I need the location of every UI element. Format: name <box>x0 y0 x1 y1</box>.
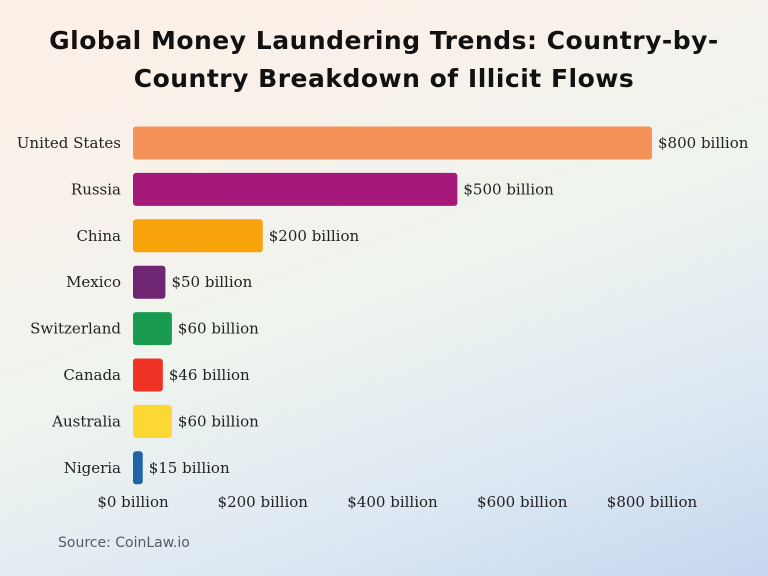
bar <box>133 404 172 438</box>
value-label: $500 billion <box>463 180 554 198</box>
bar <box>133 451 143 485</box>
chart-title: Global Money Laundering Trends: Country-… <box>0 22 768 98</box>
category-label: Russia <box>71 180 121 198</box>
category-label: Australia <box>51 412 121 430</box>
value-label: $60 billion <box>178 412 259 430</box>
value-label: $60 billion <box>178 320 259 338</box>
value-label: $800 billion <box>658 134 749 152</box>
value-label: $200 billion <box>269 227 360 245</box>
chart-title-line-1: Global Money Laundering Trends: Country-… <box>49 26 719 55</box>
bar <box>133 358 163 392</box>
x-tick-label: $0 billion <box>97 493 169 511</box>
bar <box>133 265 166 299</box>
category-label: Switzerland <box>30 320 121 338</box>
x-tick-label: $200 billion <box>218 493 309 511</box>
x-tick-label: $600 billion <box>477 493 568 511</box>
category-label: Mexico <box>66 273 121 291</box>
category-label: China <box>76 227 121 245</box>
value-label: $50 billion <box>171 273 252 291</box>
category-label: Nigeria <box>64 459 121 477</box>
category-label: Canada <box>63 366 121 384</box>
x-tick-label: $800 billion <box>607 493 698 511</box>
bar <box>133 172 458 206</box>
value-label: $46 billion <box>169 366 250 384</box>
value-label: $15 billion <box>149 459 230 477</box>
bar <box>133 219 263 253</box>
bar <box>133 312 172 346</box>
source-note: Source: CoinLaw.io <box>58 535 190 551</box>
bar <box>133 126 652 160</box>
chart-title-line-2: Country Breakdown of Illicit Flows <box>133 64 635 93</box>
x-tick-label: $400 billion <box>347 493 438 511</box>
category-label: United States <box>17 134 121 152</box>
